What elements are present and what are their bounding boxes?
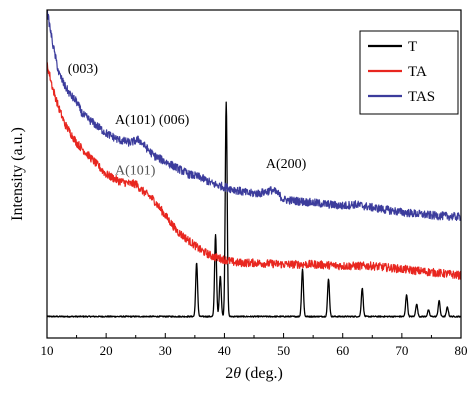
legend-label-t: T bbox=[408, 39, 417, 55]
series-line-tas bbox=[47, 10, 461, 222]
x-tick-label: 10 bbox=[41, 343, 54, 358]
legend: T TA TAS bbox=[359, 30, 459, 115]
x-axis-title: 2θ (deg.) bbox=[225, 365, 283, 382]
peak-annotations: (003) A(101) (006) A(101) A(200) bbox=[68, 62, 307, 178]
x-tick-label: 70 bbox=[395, 343, 408, 358]
series-layer bbox=[47, 10, 461, 318]
peak-annotation: A(101) (006) bbox=[115, 113, 190, 128]
x-tick-label: 30 bbox=[159, 343, 172, 358]
peak-annotation: A(101) bbox=[115, 163, 156, 178]
x-tick-label: 80 bbox=[455, 343, 468, 358]
x-axis-ticks: 10 20 30 40 50 60 70 80 bbox=[41, 333, 468, 358]
series-line-t bbox=[47, 101, 461, 318]
legend-label-tas: TAS bbox=[408, 89, 435, 105]
peak-annotation: A(200) bbox=[266, 157, 307, 172]
x-tick-label: 40 bbox=[218, 343, 231, 358]
x-tick-label: 60 bbox=[336, 343, 349, 358]
series-line-ta bbox=[47, 61, 461, 280]
x-tick-label: 50 bbox=[277, 343, 290, 358]
x-tick-label: 20 bbox=[100, 343, 113, 358]
peak-annotation: (003) bbox=[68, 62, 99, 77]
legend-box bbox=[359, 30, 459, 115]
y-axis-title: Intensity (a.u.) bbox=[9, 127, 26, 221]
legend-label-ta: TA bbox=[408, 64, 427, 80]
